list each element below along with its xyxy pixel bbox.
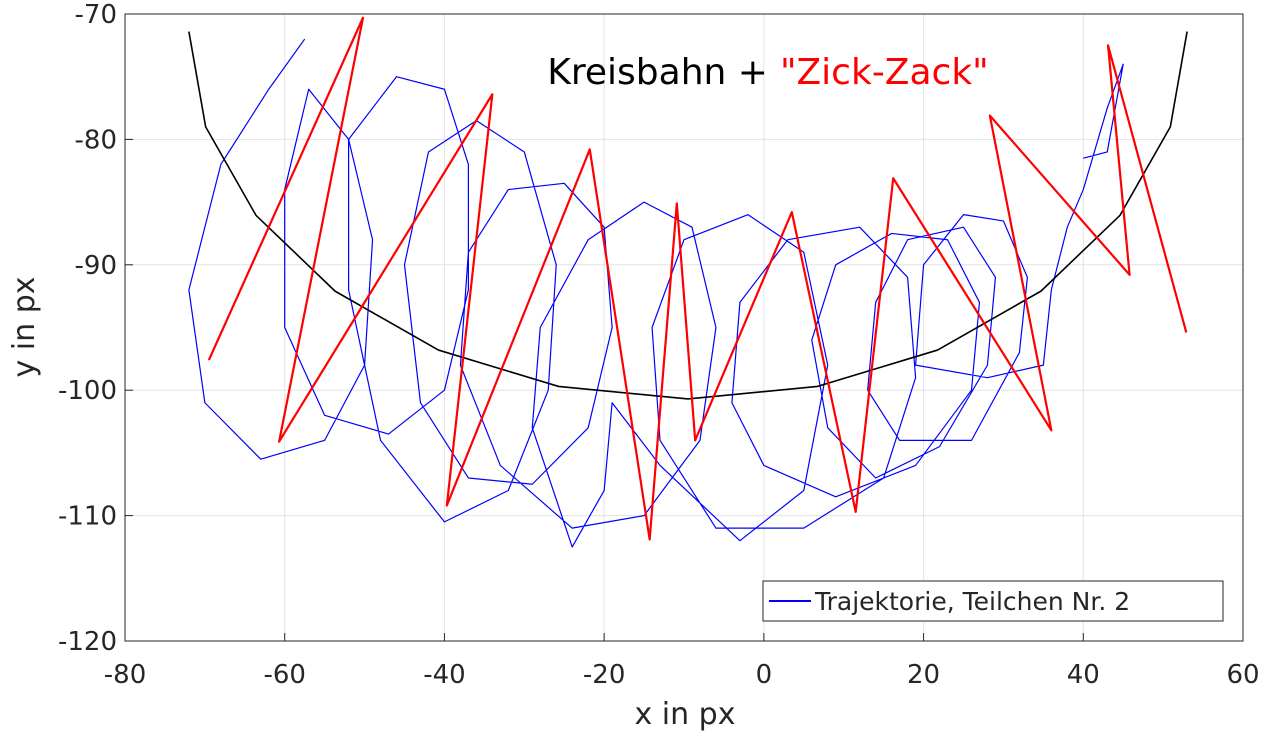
y-tick-label: -80 <box>75 125 117 155</box>
y-tick-label: -90 <box>75 251 117 281</box>
x-tick-label: 60 <box>1226 660 1259 690</box>
series-line <box>188 38 1124 548</box>
x-tick-label: -20 <box>583 660 625 690</box>
x-tick-label: -40 <box>423 660 465 690</box>
x-tick-label: -80 <box>104 660 146 690</box>
title-part: "Zick-Zack" <box>780 52 989 93</box>
y-axis-label: y in px <box>7 277 42 378</box>
x-axis-label: x in px <box>635 697 736 732</box>
x-tick-label: -60 <box>263 660 305 690</box>
axes-box <box>124 13 1244 642</box>
y-tick-label: -100 <box>58 376 117 406</box>
y-tick-label: -70 <box>75 0 117 30</box>
x-tick-label: 0 <box>756 660 773 690</box>
plot-area <box>125 14 1243 641</box>
x-tick-label: 40 <box>1067 660 1100 690</box>
series-line <box>188 31 1188 400</box>
title-part: Kreisbahn + <box>547 52 768 93</box>
y-tick-label: -120 <box>58 627 117 657</box>
legend-box <box>762 580 1224 622</box>
x-tick-label: 20 <box>907 660 940 690</box>
series-line <box>207 16 1188 541</box>
chart-title: Kreisbahn + "Zick-Zack" <box>547 52 988 93</box>
legend-label: Trajektorie, Teilchen Nr. 2 <box>814 587 1130 616</box>
y-tick-label: -110 <box>58 502 117 532</box>
